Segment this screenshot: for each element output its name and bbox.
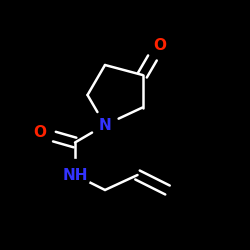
Circle shape (94, 114, 116, 136)
Circle shape (29, 121, 51, 144)
Text: O: O (34, 125, 46, 140)
Circle shape (60, 160, 90, 190)
Text: N: N (98, 118, 112, 132)
Circle shape (149, 34, 171, 56)
Text: O: O (154, 38, 166, 52)
Text: NH: NH (62, 168, 88, 182)
